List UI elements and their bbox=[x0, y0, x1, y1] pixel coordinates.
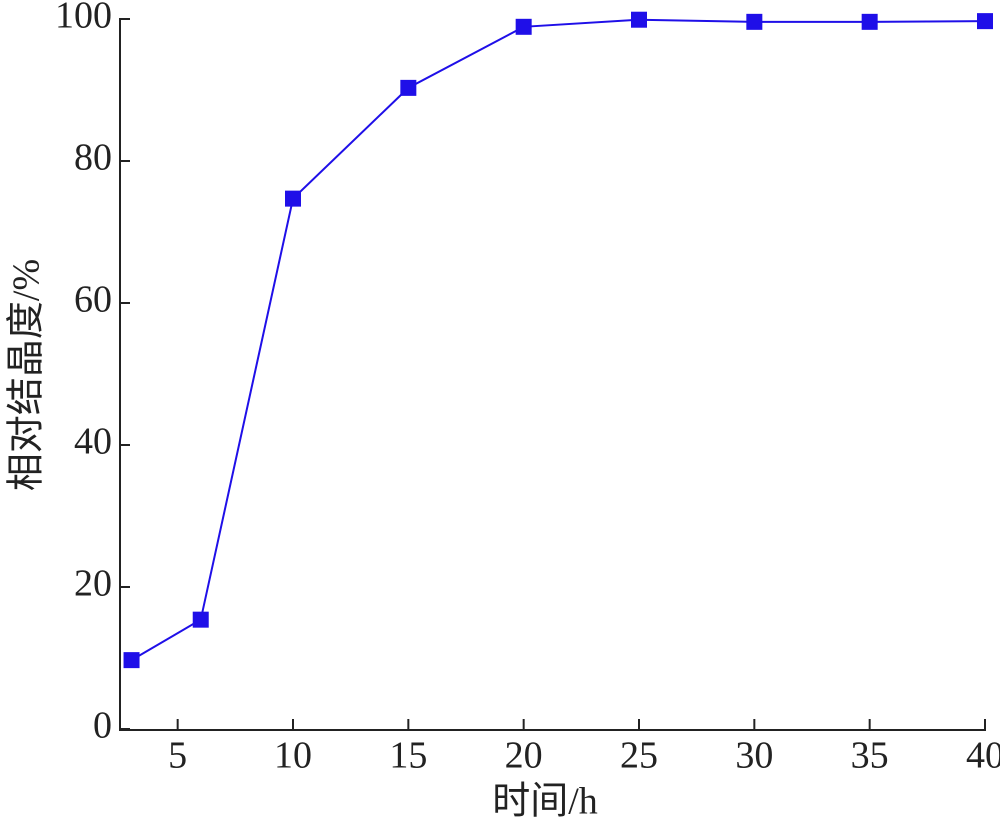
y-tick-label: 60 bbox=[74, 279, 112, 321]
point-marker bbox=[123, 652, 140, 669]
point-marker bbox=[400, 79, 417, 96]
x-tick-label: 10 bbox=[274, 735, 312, 777]
x-tick-label: 30 bbox=[735, 735, 773, 777]
point-marker bbox=[192, 611, 209, 628]
x-tick-label: 5 bbox=[168, 735, 187, 777]
point-marker bbox=[515, 18, 532, 35]
point-marker bbox=[861, 13, 878, 30]
point-marker bbox=[977, 13, 993, 30]
x-tick-label: 35 bbox=[851, 735, 889, 777]
point-marker bbox=[631, 11, 647, 28]
series-line bbox=[131, 18, 986, 661]
y-tick-label: 80 bbox=[74, 137, 112, 179]
x-axis-label: 时间/h bbox=[492, 781, 598, 823]
x-tick-label: 20 bbox=[505, 735, 543, 777]
y-tick-label: 100 bbox=[55, 0, 112, 37]
point-marker bbox=[285, 190, 301, 207]
point-marker bbox=[746, 13, 763, 30]
x-tick-label: 15 bbox=[389, 735, 427, 777]
y-tick-label: 40 bbox=[74, 421, 112, 463]
x-tick-label: 25 bbox=[620, 735, 658, 777]
y-axis-label: 相对结晶度/% bbox=[6, 259, 48, 491]
y-tick-label: 20 bbox=[74, 563, 112, 605]
y-tick-label: 0 bbox=[93, 705, 112, 747]
x-tick-label: 40 bbox=[966, 735, 1000, 777]
